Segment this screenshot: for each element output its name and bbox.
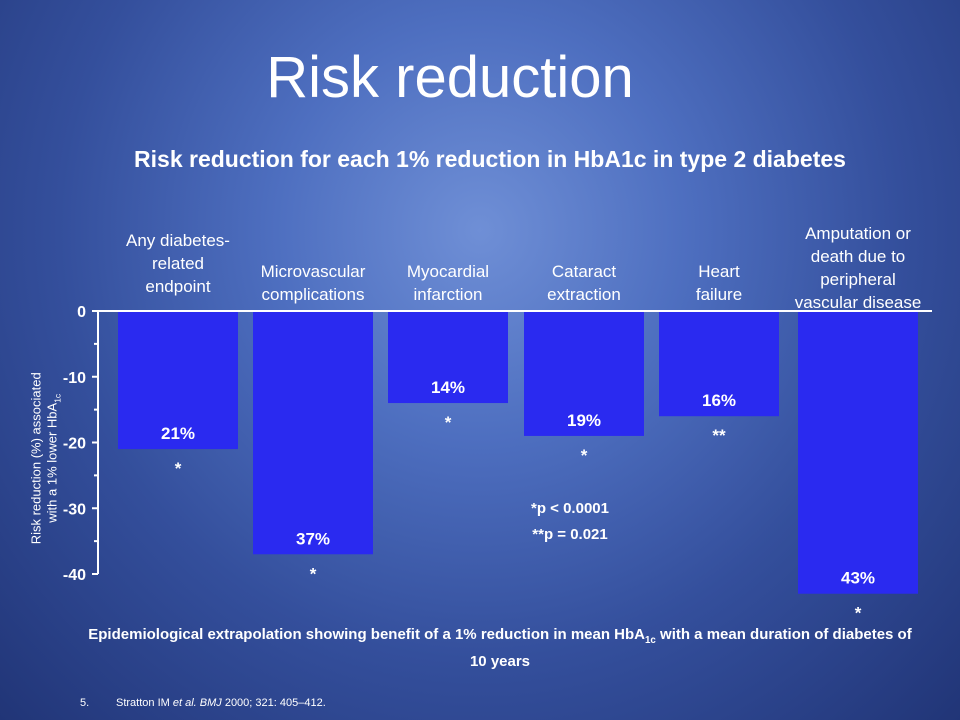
significance-marker: * bbox=[445, 413, 452, 432]
data-label: 37% bbox=[296, 529, 330, 548]
y-tick-label: -40 bbox=[63, 567, 86, 584]
significance-marker: ** bbox=[712, 426, 726, 445]
bar bbox=[253, 311, 373, 555]
bar bbox=[388, 311, 508, 404]
category-label: endpoint bbox=[145, 277, 211, 296]
data-label: 19% bbox=[567, 411, 601, 430]
category-label: failure bbox=[696, 285, 742, 304]
bar bbox=[524, 311, 644, 436]
y-tick-label: -30 bbox=[63, 501, 86, 518]
reference: 5. Stratton IM et al. BMJ 2000; 321: 405–… bbox=[80, 697, 326, 709]
significance-marker: * bbox=[175, 459, 182, 478]
pvalue-note-2: **p = 0.021 bbox=[532, 526, 608, 543]
significance-marker: * bbox=[581, 446, 588, 465]
slide-title: Risk reduction bbox=[266, 45, 634, 110]
bar bbox=[659, 311, 779, 417]
category-label: Microvascular bbox=[261, 262, 366, 281]
category-label: infarction bbox=[414, 285, 483, 304]
pvalue-note-1: *p < 0.0001 bbox=[531, 500, 609, 517]
significance-marker: * bbox=[855, 604, 862, 623]
footnote: Epidemiological extrapolation showing be… bbox=[88, 626, 912, 670]
category-label: vascular disease bbox=[795, 293, 922, 312]
bar bbox=[118, 311, 238, 450]
category-label: complications bbox=[262, 285, 365, 304]
data-label: 16% bbox=[702, 391, 736, 410]
data-label: 14% bbox=[431, 378, 465, 397]
y-axis-label: Risk reduction (%) associated with a 1% … bbox=[28, 372, 63, 545]
chart-title: Risk reduction for each 1% reduction in … bbox=[134, 146, 846, 172]
category-label: Heart bbox=[698, 262, 740, 281]
data-label: 21% bbox=[161, 424, 195, 443]
category-label: death due to bbox=[811, 247, 906, 266]
data-label: 43% bbox=[841, 569, 875, 588]
y-tick-label: 0 bbox=[77, 304, 86, 321]
category-label: Any diabetes- bbox=[126, 231, 230, 250]
category-label: related bbox=[152, 254, 204, 273]
category-label: Myocardial bbox=[407, 262, 489, 281]
y-tick-label: -10 bbox=[63, 370, 86, 387]
category-label: Cataract bbox=[552, 262, 617, 281]
category-label: Amputation or bbox=[805, 224, 911, 243]
significance-marker: * bbox=[310, 564, 317, 583]
bar bbox=[798, 311, 918, 594]
y-tick-label: -20 bbox=[63, 436, 86, 453]
category-label: peripheral bbox=[820, 270, 896, 289]
category-label: extraction bbox=[547, 285, 621, 304]
